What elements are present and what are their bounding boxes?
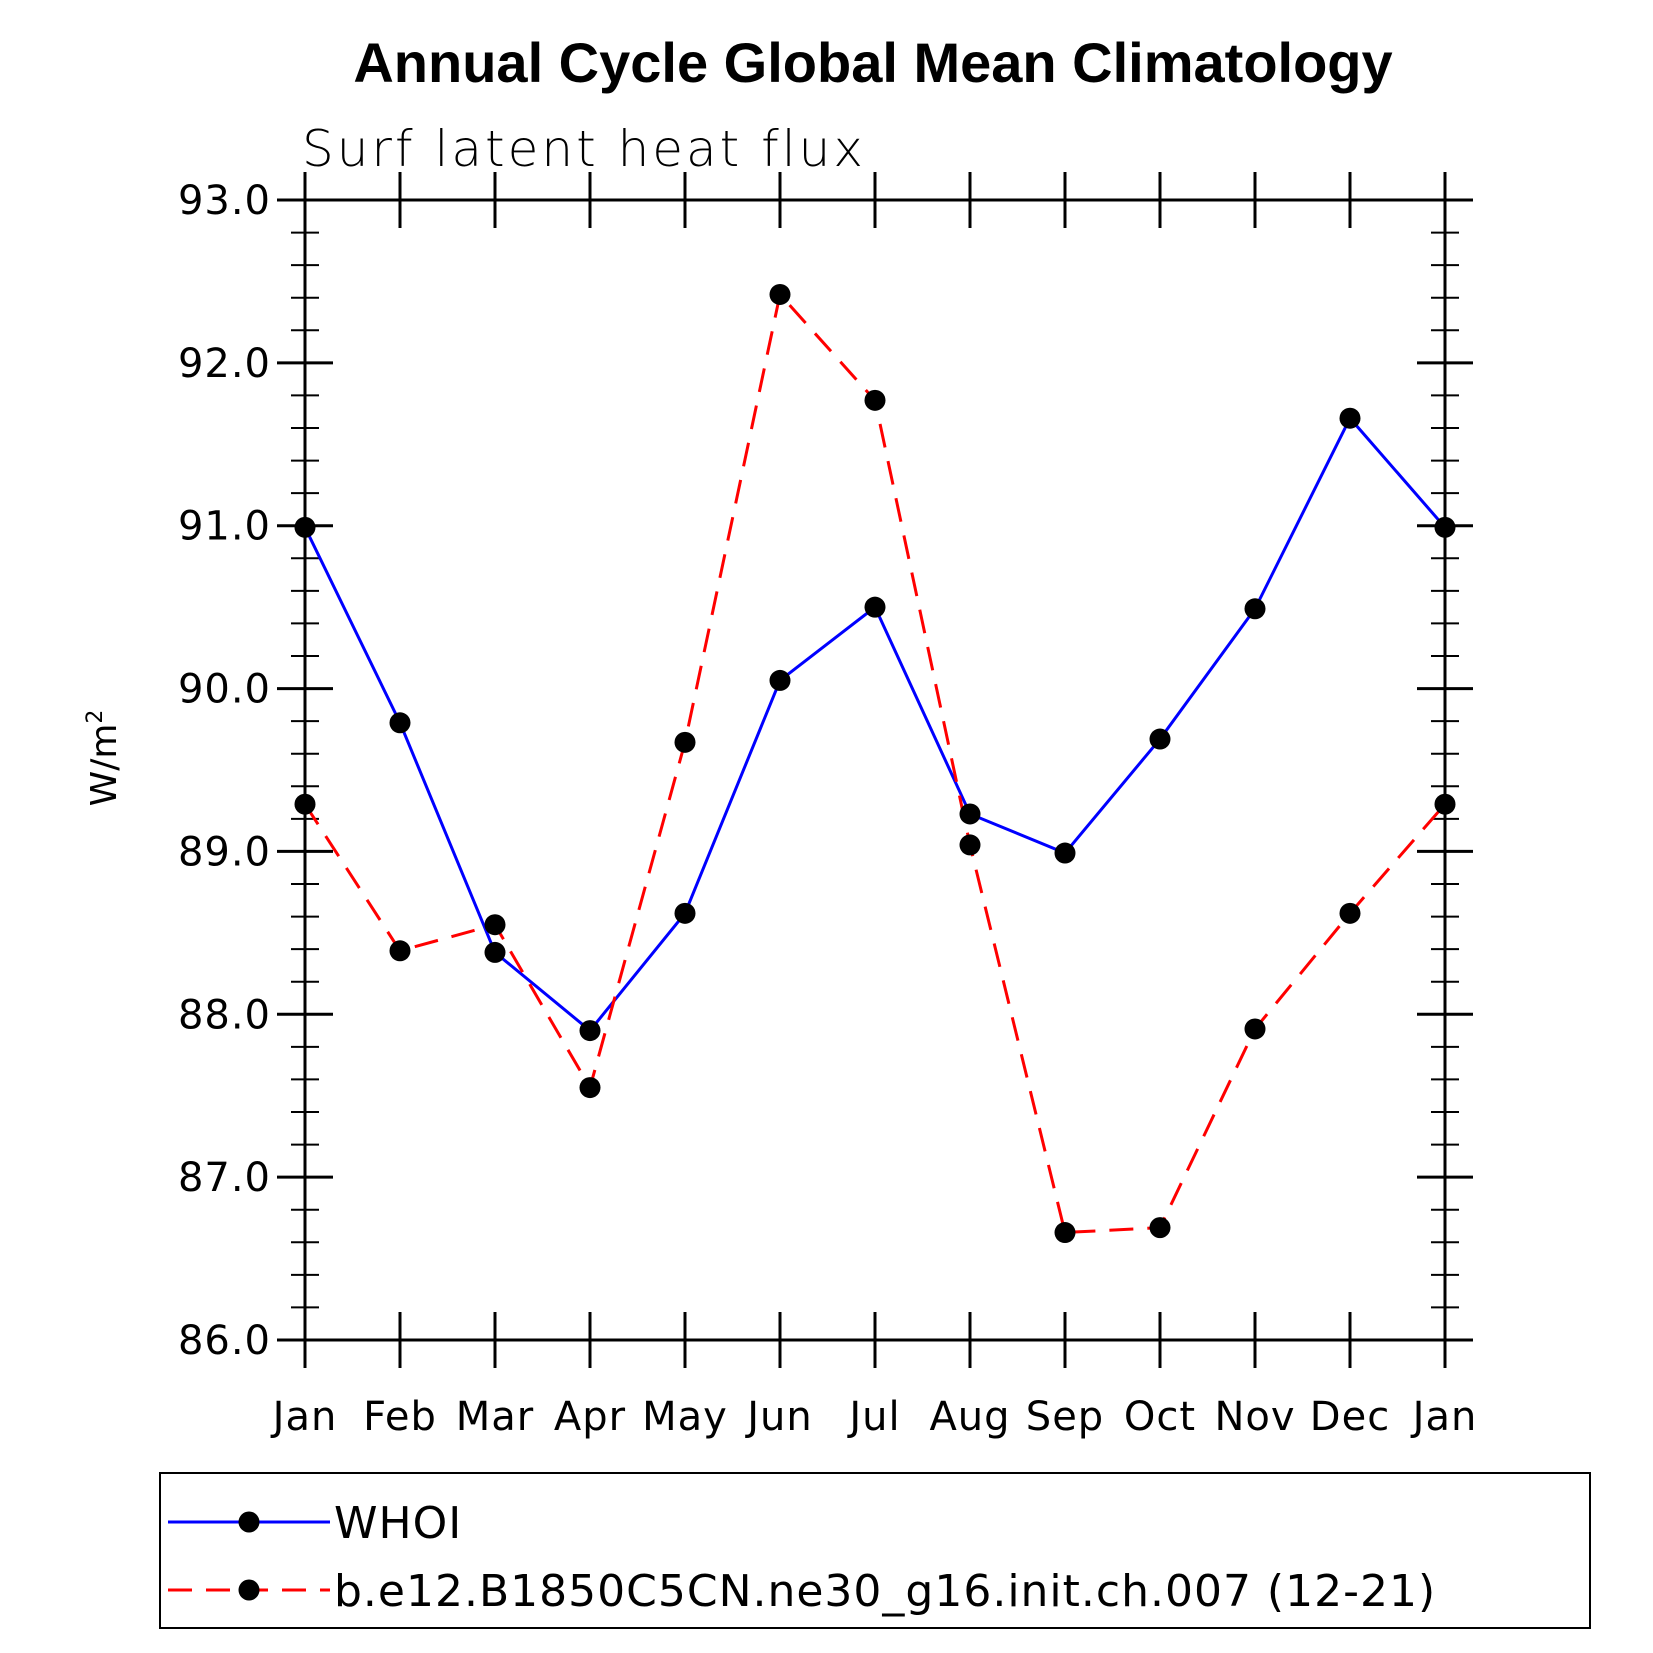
series-1-point (1339, 902, 1361, 924)
series-1-point (864, 389, 886, 411)
series-0-point (674, 902, 696, 924)
y-axis-label: W/m2 (83, 710, 125, 807)
x-tick-label: Jul (846, 1394, 900, 1440)
legend-items: WHOI b.e12.B1850C5CN.ne30_g16.init.ch.007… (168, 1498, 1436, 1617)
series-0-point (389, 712, 411, 734)
series-layer (294, 283, 1456, 1244)
plot-frame (303, 198, 1447, 1342)
chart-subtitle: Surf latent heat flux (302, 120, 866, 178)
axis-ticks (277, 172, 1473, 1368)
x-tick-label: Nov (1214, 1394, 1295, 1440)
series-0-point (959, 803, 981, 825)
series-0-point (294, 516, 316, 538)
x-tick-labels: Jan Feb Mar Apr May Jun Jul Aug Sep Oct Nov Dec Jan (270, 1394, 1478, 1440)
legend-label-0: WHOI (334, 1498, 462, 1549)
chart-title: Annual Cycle Global Mean Climatology (353, 31, 1392, 94)
x-tick-label: Jun (744, 1394, 813, 1440)
series-0-point (579, 1020, 601, 1042)
series-1-point (769, 283, 791, 305)
series-0-point (769, 669, 791, 691)
series-1-point (1434, 793, 1456, 815)
y-tick-label: 87.0 (178, 1155, 271, 1201)
y-tick-label: 92.0 (178, 341, 271, 387)
x-tick-label: Jan (270, 1394, 338, 1440)
series-0-point (1054, 842, 1076, 864)
series-0-point (1339, 407, 1361, 429)
y-tick-label: 90.0 (178, 667, 271, 713)
x-tick-label: Apr (554, 1394, 626, 1440)
series-1-point (959, 834, 981, 856)
legend-marker-0 (238, 1511, 260, 1533)
x-tick-label: Jan (1410, 1394, 1478, 1440)
x-tick-label: Sep (1026, 1394, 1104, 1440)
y-tick-label: 88.0 (178, 992, 271, 1038)
series-0-point (1244, 598, 1266, 620)
legend-label-1: b.e12.B1850C5CN.ne30_g16.init.ch.007 (12… (334, 1566, 1436, 1617)
series-line-1 (303, 291, 1447, 1235)
series-1-point (1054, 1222, 1076, 1244)
series-0-point (1149, 728, 1171, 750)
series-1-point (674, 731, 696, 753)
series-1-point (1244, 1018, 1266, 1040)
legend: WHOI b.e12.B1850C5CN.ne30_g16.init.ch.007… (159, 1472, 1591, 1629)
y-tick-label: 89.0 (178, 829, 271, 875)
svg-text:W/m2: W/m2 (83, 710, 125, 807)
series-1-point (389, 940, 411, 962)
y-tick-labels: 86.0 87.0 88.0 89.0 90.0 91.0 92.0 93.0 (178, 178, 271, 1364)
x-tick-label: Mar (456, 1394, 534, 1440)
series-1-point (294, 793, 316, 815)
series-1-point (579, 1077, 601, 1099)
series-0-point (1434, 516, 1456, 538)
x-tick-label: Dec (1310, 1394, 1390, 1440)
series-1-point (484, 914, 506, 936)
legend-box (159, 1472, 1591, 1629)
series-0-point (864, 596, 886, 618)
series-0-point (484, 941, 506, 963)
x-tick-label: May (642, 1394, 728, 1440)
y-tick-label: 86.0 (178, 1318, 271, 1364)
x-tick-label: Oct (1124, 1394, 1196, 1440)
y-tick-label: 91.0 (178, 504, 271, 550)
series-line-0 (303, 415, 1447, 1033)
legend-marker-1 (238, 1579, 260, 1601)
x-tick-label: Aug (929, 1394, 1010, 1440)
y-axis-label-text: W/m (84, 724, 125, 807)
x-tick-label: Feb (363, 1394, 437, 1440)
series-1-point (1149, 1217, 1171, 1239)
y-axis-label-superscript: 2 (83, 710, 108, 724)
y-tick-label: 93.0 (178, 178, 271, 224)
